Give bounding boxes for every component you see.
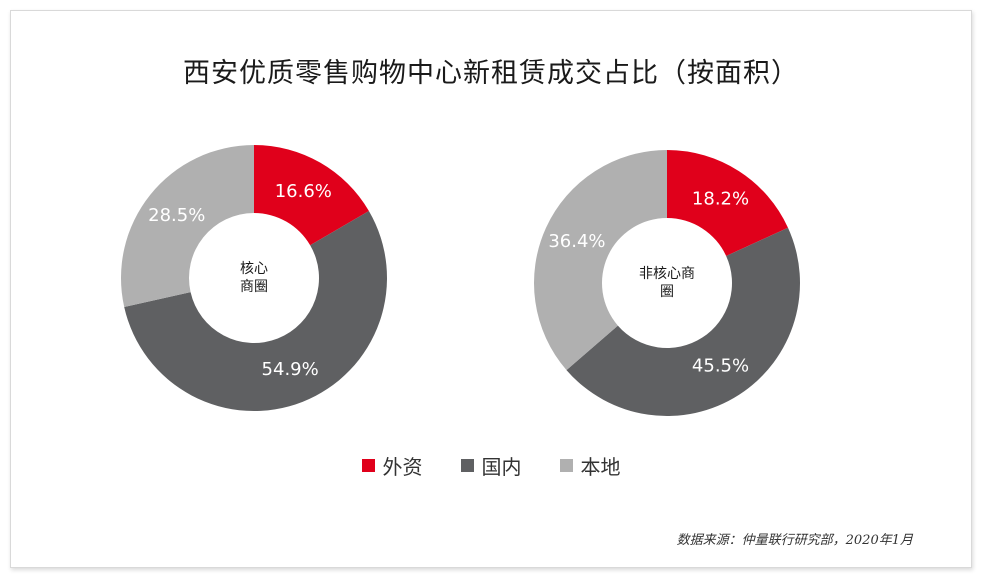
donut-0-slice-domestic <box>124 211 388 411</box>
legend-item-local: 本地 <box>559 451 621 480</box>
legend-label-foreign: 外资 <box>382 455 423 479</box>
donut-1-slice-foreign <box>667 150 788 256</box>
donut-1-center-label-line-0: 非核心商 <box>639 266 695 282</box>
donut-0-label-foreign: 16.6% <box>275 181 332 202</box>
donut-1-center-label-line-1: 圈 <box>660 284 674 300</box>
data-source-note: 数据来源：仲量联行研究部，2020年1月 <box>676 533 913 548</box>
donut-0-label-local: 28.5% <box>148 205 205 226</box>
donut-0-label-domestic: 54.9% <box>262 359 319 380</box>
donut-1-slice-domestic <box>566 227 801 417</box>
donut-0-slice-foreign <box>254 145 369 246</box>
donut-0-center-label-line-0: 核心 <box>240 261 268 277</box>
legend-swatch-domestic <box>460 459 474 472</box>
donut-0-center-label-line-1: 商圈 <box>240 279 268 295</box>
legend-item-domestic: 国内 <box>460 451 522 480</box>
chart-frame: 西安优质零售购物中心新租赁成交占比（按面积） 16.6% 54.9% 28.5% 核心… <box>10 10 972 568</box>
legend-swatch-foreign <box>361 459 375 472</box>
legend-swatch-local <box>559 459 573 472</box>
donut-1-slice-local <box>534 150 667 371</box>
legend-label-local: 本地 <box>580 455 621 479</box>
legend-label-domestic: 国内 <box>481 455 522 479</box>
donut-1-label-foreign: 18.2% <box>692 189 749 210</box>
donut-0-slice-local <box>120 145 254 308</box>
donut-1-label-domestic: 45.5% <box>692 355 749 376</box>
legend: 外资 国内 本地 <box>11 451 971 480</box>
donut-1-label-local: 36.4% <box>548 231 605 252</box>
chart-title: 西安优质零售购物中心新租赁成交占比（按面积） <box>183 58 799 89</box>
legend-item-foreign: 外资 <box>361 451 423 480</box>
